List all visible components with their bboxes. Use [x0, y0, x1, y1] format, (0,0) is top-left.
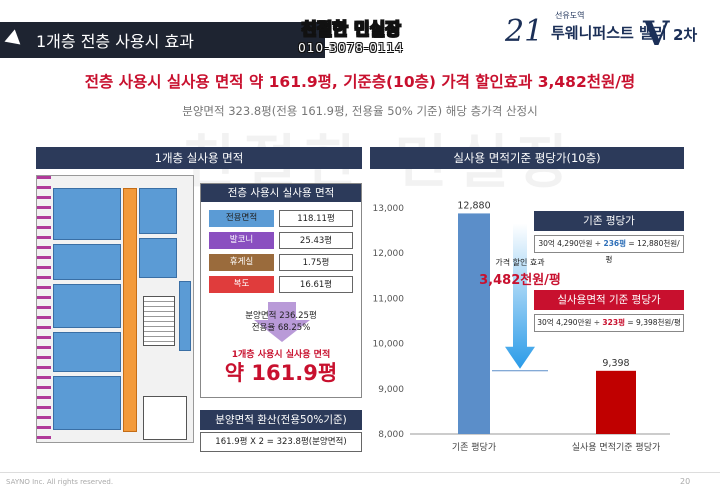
formula-part: 30억 4,290만원 ÷: [537, 318, 603, 327]
logo-name: 투웨니퍼스트 밸리: [551, 24, 667, 42]
area-row-label: 복도: [209, 276, 274, 293]
bar: [458, 213, 490, 434]
floor-plan-corridor: [123, 188, 137, 432]
formula-part: 30억 4,290만원 ÷: [538, 239, 604, 248]
floor-plan-room: [53, 332, 121, 372]
bar-value-label: 12,880: [457, 200, 490, 211]
section-title: 1개층 전층 사용시 효과: [36, 32, 194, 51]
floor-plan-room: [53, 376, 121, 430]
right-panel-title: 실사용 면적기준 평당가(10층): [370, 147, 684, 169]
brand-logo: 21 선유도역 투웨니퍼스트 밸리 V 2차: [505, 8, 715, 56]
box-actual-formula: 30억 4,290만원 ÷ 323평 = 9,398천원/평: [534, 314, 684, 332]
bar: [596, 370, 636, 434]
y-tick-label: 11,000: [373, 294, 405, 304]
logo-suffix: 2차: [673, 26, 698, 44]
floor-plan-stairs: [143, 296, 175, 346]
left-panel-title: 1개층 실사용 면적: [36, 147, 362, 169]
result-caption: 1개층 사용시 실사용 면적: [231, 350, 331, 360]
area-row-value: 16.61평: [279, 276, 353, 293]
down-arrow-icon: [254, 302, 310, 342]
y-tick-label: 12,000: [373, 249, 405, 259]
y-tick-label: 10,000: [373, 340, 405, 350]
logo-v-mark: V: [643, 14, 670, 54]
box-actual-price: 실사용면적 기준 평당가 30억 4,290만원 ÷ 323평 = 9,398천…: [534, 290, 684, 332]
y-tick-label: 13,000: [373, 204, 405, 214]
box-existing-price: 기존 평당가 30억 4,290만원 ÷ 236평 = 12,880천원/평: [534, 211, 684, 264]
formula-part: = 9,398천원/평: [624, 318, 681, 327]
area-row-value: 1.75평: [279, 254, 353, 271]
area-row-corridor: 복도 16.61평: [209, 276, 354, 293]
area-row-exclusive: 전용면적 118.11평: [209, 210, 354, 227]
y-tick-label: 8,000: [378, 430, 404, 440]
header-bar: 1개층 전층 사용시 효과 친절한 민실장 010-3078-0114 21 선…: [0, 0, 720, 64]
floor-plan-room: [53, 188, 121, 240]
exclusive-ratio-text: 전용율 68.25%: [251, 323, 311, 333]
supply-area-text: 분양면적 236.25평: [245, 311, 317, 321]
conversion-value: 161.9평 X 2 = 323.8평(분양면적): [200, 432, 362, 452]
x-category-label: 실사용 면적기준 평당가: [572, 441, 661, 453]
area-table: 전층 사용시 실사용 면적 전용면적 118.11평 발코니 25.43평 휴게…: [200, 183, 362, 398]
formula-highlight: 236평: [603, 239, 627, 248]
area-row-label: 휴게실: [209, 254, 274, 271]
footer-divider: [0, 472, 720, 473]
floor-plan-room: [53, 244, 121, 280]
area-row-value: 25.43평: [279, 232, 353, 249]
area-row-lounge: 휴게실 1.75평: [209, 254, 354, 271]
subline: 분양면적 323.8평(전용 161.9평, 전용율 50% 기준) 해당 층가…: [182, 104, 538, 118]
stamp-phone: 010-3078-0114: [298, 41, 404, 55]
formula-highlight: 323평: [602, 318, 625, 327]
section-title-bar: 1개층 전층 사용시 효과: [0, 22, 325, 58]
conversion-title: 분양면적 환산(전용50%기준): [200, 410, 362, 430]
floor-plan-room: [179, 281, 191, 351]
box-actual-title: 실사용면적 기준 평당가: [534, 290, 684, 310]
stamp-name: 친절한 민실장: [301, 20, 402, 40]
x-category-label: 기존 평당가: [452, 442, 496, 453]
chevron-right-icon: [4, 29, 26, 51]
box-existing-title: 기존 평당가: [534, 211, 684, 231]
floor-plan: [36, 175, 194, 443]
area-row-label: 발코니: [209, 232, 274, 249]
page-number: 20: [680, 477, 691, 486]
copyright: SAYNO Inc. All rights reserved.: [6, 478, 114, 486]
floor-plan-balcony-strip: [37, 176, 51, 442]
discount-value: 3,482천원/평: [479, 272, 561, 288]
discount-arrow-icon: [505, 223, 535, 369]
discount-label: 가격 할인 효과: [495, 257, 545, 267]
logo-station: 선유도역: [555, 11, 585, 20]
floor-plan-room: [139, 188, 177, 234]
floor-plan-room: [139, 238, 177, 278]
bar-value-label: 9,398: [602, 358, 629, 369]
floor-plan-room: [53, 284, 121, 328]
supply-summary: 분양면적 236.25평 전용율 68.25%: [200, 310, 362, 334]
agent-stamp: 친절한 민실장 010-3078-0114: [292, 20, 410, 55]
area-table-title: 전층 사용시 실사용 면적: [201, 184, 361, 202]
y-tick-label: 9,000: [378, 385, 404, 395]
price-bar-chart: 8,000 9,000 10,000 11,000 12,000 13,000 12,88…: [373, 200, 670, 453]
area-row-value: 118.11평: [279, 210, 353, 227]
box-existing-formula: 30억 4,290만원 ÷ 236평 = 12,880천원/평: [534, 235, 684, 264]
area-row-balcony: 발코니 25.43평: [209, 232, 354, 249]
formula-part: = 12,880천원/평: [605, 239, 680, 264]
floor-plan-elevator: [143, 396, 187, 440]
result-value: 약 161.9평: [224, 361, 338, 385]
area-row-label: 전용면적: [209, 210, 274, 227]
headline: 전층 사용시 실사용 면적 약 161.9평, 기준층(10층) 가격 할인효과…: [84, 73, 636, 91]
logo-number: 21: [505, 14, 544, 49]
